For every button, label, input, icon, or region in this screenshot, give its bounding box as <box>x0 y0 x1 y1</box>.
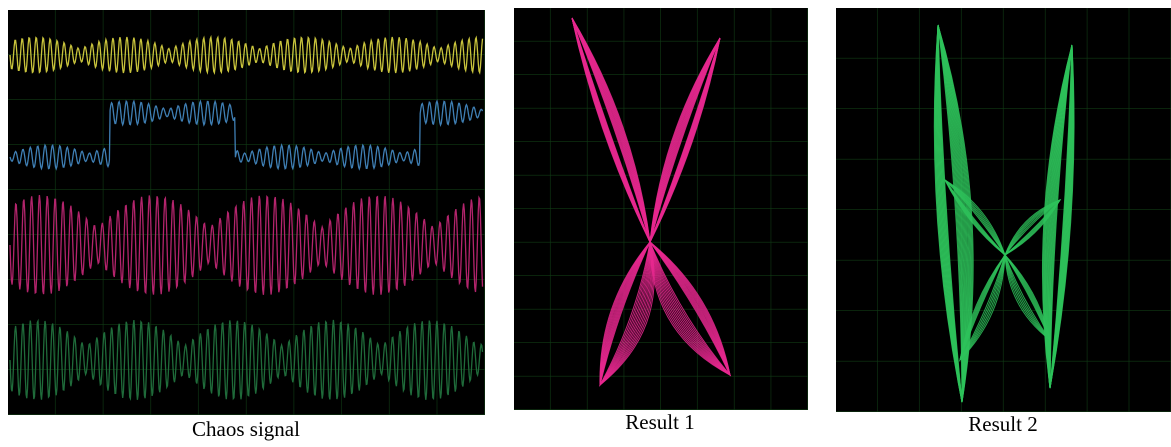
caption: Result 1 <box>625 410 694 434</box>
result2-panel <box>836 8 1171 412</box>
chaos-panel <box>8 10 485 415</box>
grid <box>836 8 1171 412</box>
caption: Chaos signal <box>192 417 300 441</box>
caption: Result 2 <box>968 412 1037 436</box>
figure: Chaos signal Result 1 Result 2 <box>0 0 1171 447</box>
result1-panel <box>514 8 808 410</box>
grid <box>514 8 808 410</box>
